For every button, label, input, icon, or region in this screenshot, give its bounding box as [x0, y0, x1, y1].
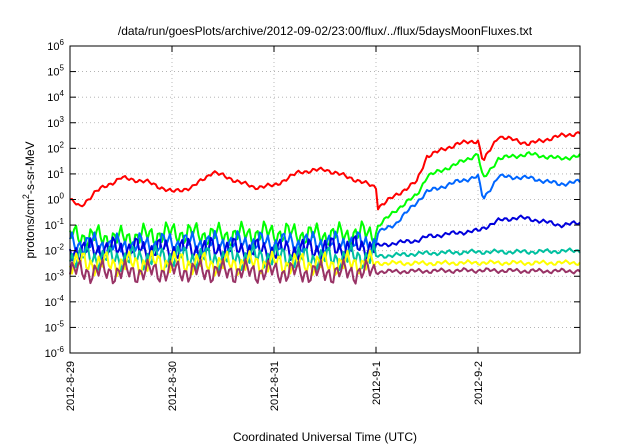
x-tick-label: 2012-8-31: [269, 361, 281, 411]
x-tick-label: 2012-8-30: [167, 361, 179, 411]
y-tick-label: 100: [47, 192, 64, 207]
series-line-6: [69, 249, 581, 278]
series-line-4: [69, 214, 581, 264]
series-line-7: [69, 258, 581, 285]
y-axis-label-exponent: 2: [21, 194, 31, 199]
y-axis-label-base: protons/cm: [23, 199, 37, 258]
y-tick-label: 10-5: [45, 319, 65, 334]
series-layer: [69, 131, 581, 285]
y-tick-label: 103: [47, 115, 64, 130]
y-tick-label: 10-6: [45, 345, 65, 360]
y-tick-label: 10-2: [45, 243, 65, 258]
y-tick-label: 10-4: [45, 294, 65, 309]
x-tick-label: 2012-9-2: [473, 361, 485, 405]
y-tick-label: 101: [47, 166, 64, 181]
chart-title: /data/run/goesPlots/archive/2012-09-02/2…: [118, 24, 533, 38]
y-tick-label: 106: [47, 38, 64, 53]
y-tick-label: 10-1: [45, 217, 65, 232]
y-tick-label: 104: [47, 89, 64, 104]
y-tick-label: 105: [47, 64, 64, 79]
series-line-5: [69, 243, 581, 273]
series-line-1: [69, 131, 581, 211]
y-axis-label: protons/cm2-s-sr-MeV: [21, 141, 37, 258]
x-tick-label: 2012-9-1: [371, 361, 383, 405]
x-tick-label: 2012-8-29: [65, 361, 77, 411]
y-tick-label: 102: [47, 140, 64, 155]
y-ticks: 10-6 10-5 10-4 10-3 10-2 10-1 100 101 102 103 104 1…: [45, 38, 580, 360]
y-tick-label: 10-3: [45, 268, 65, 283]
x-ticks: 2012-8-29 2012-8-30 2012-8-31 2012-9-1 2012-…: [65, 46, 485, 411]
x-axis-label: Coordinated Universal Time (UTC): [233, 430, 417, 444]
y-axis-label-unit: -s-sr-MeV: [23, 141, 37, 194]
